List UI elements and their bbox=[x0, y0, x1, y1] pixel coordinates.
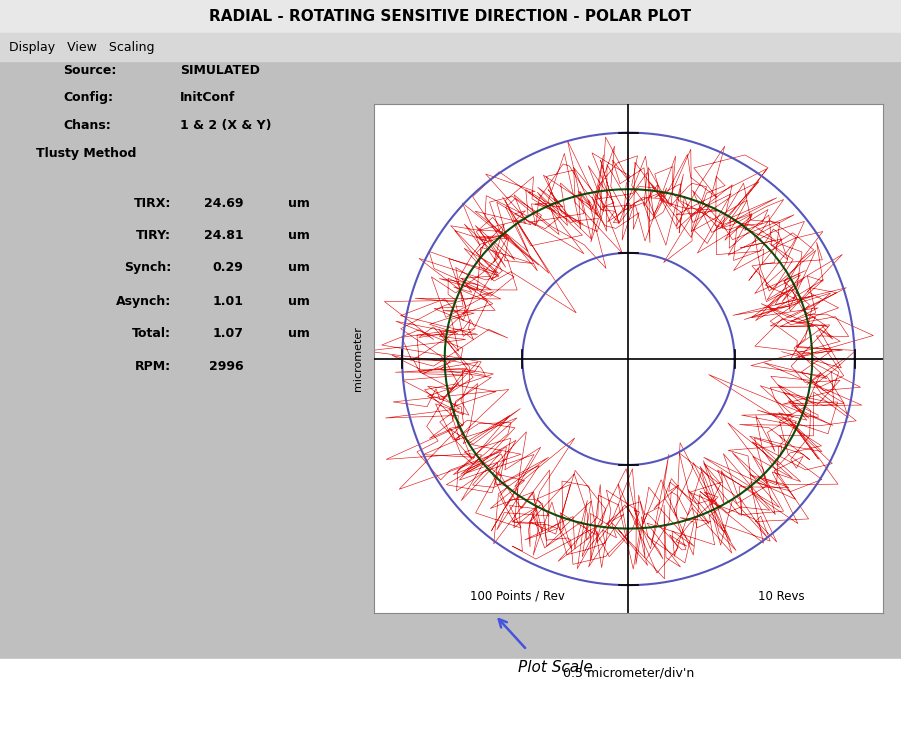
Text: TIRY:: TIRY: bbox=[136, 229, 171, 242]
Text: Source:: Source: bbox=[63, 64, 116, 77]
Text: RADIAL - ROTATING SENSITIVE DIRECTION - POLAR PLOT: RADIAL - ROTATING SENSITIVE DIRECTION - … bbox=[209, 9, 692, 24]
Text: Plot Scale: Plot Scale bbox=[518, 661, 592, 676]
Text: SIMULATED: SIMULATED bbox=[180, 64, 260, 77]
Text: micrometer: micrometer bbox=[352, 326, 363, 391]
Text: 0.5 micrometer/div'n: 0.5 micrometer/div'n bbox=[563, 666, 694, 679]
Text: Total:: Total: bbox=[132, 327, 171, 340]
Text: 10 Revs: 10 Revs bbox=[758, 590, 805, 603]
Text: Synch:: Synch: bbox=[124, 261, 171, 275]
Text: Chans:: Chans: bbox=[63, 118, 111, 132]
Text: 24.69: 24.69 bbox=[204, 197, 243, 210]
Text: 0.29: 0.29 bbox=[213, 261, 243, 275]
Text: Tlusty Method: Tlusty Method bbox=[36, 147, 136, 160]
Text: um: um bbox=[288, 295, 310, 308]
Text: Display   View   Scaling: Display View Scaling bbox=[9, 41, 154, 54]
Text: InitConf: InitConf bbox=[180, 91, 235, 104]
Text: 1.01: 1.01 bbox=[213, 295, 243, 308]
Text: um: um bbox=[288, 327, 310, 340]
Text: RPM:: RPM: bbox=[135, 360, 171, 373]
Text: Config:: Config: bbox=[63, 91, 113, 104]
Text: um: um bbox=[288, 261, 310, 275]
Text: TIRX:: TIRX: bbox=[134, 197, 171, 210]
Text: um: um bbox=[288, 229, 310, 242]
FancyArrowPatch shape bbox=[499, 619, 525, 648]
Text: 1 & 2 (X & Y): 1 & 2 (X & Y) bbox=[180, 118, 272, 132]
Text: um: um bbox=[288, 197, 310, 210]
Text: 24.81: 24.81 bbox=[204, 229, 243, 242]
Text: 1.07: 1.07 bbox=[213, 327, 243, 340]
Text: Asynch:: Asynch: bbox=[116, 295, 171, 308]
Text: 100 Points / Rev: 100 Points / Rev bbox=[469, 590, 565, 603]
Text: 2996: 2996 bbox=[209, 360, 243, 373]
